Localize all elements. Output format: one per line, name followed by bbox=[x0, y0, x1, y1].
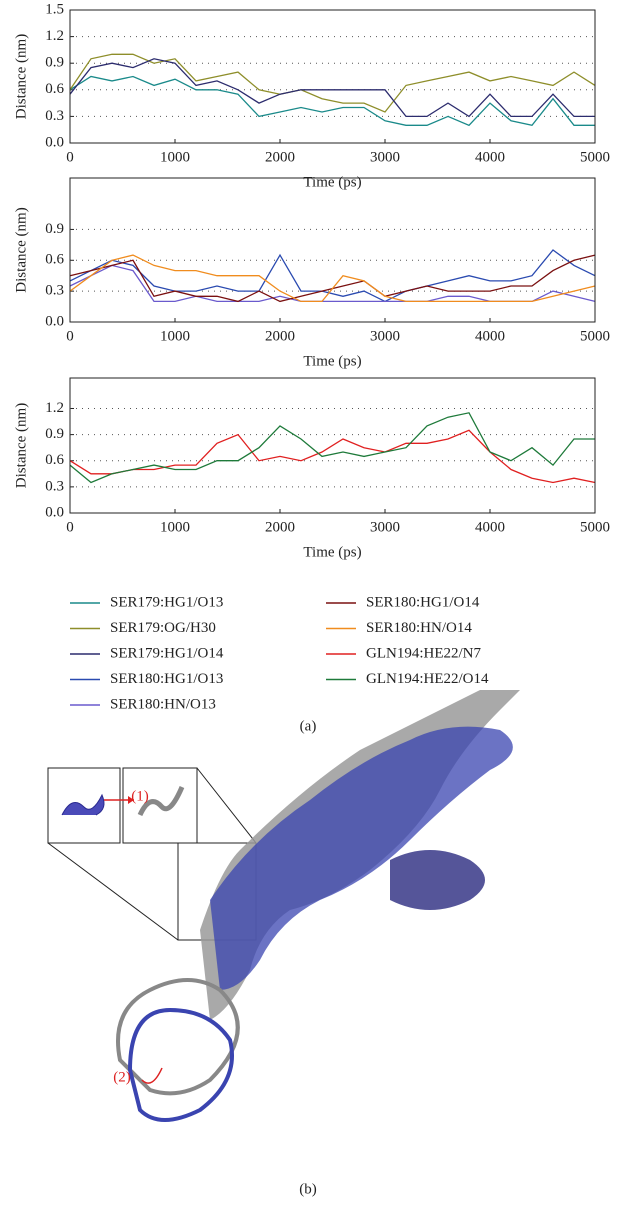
plot-frame bbox=[70, 178, 595, 322]
figure: (a) (b) (1) (2) 0.0 0.3 0.6 0.9 1.2 1.5 0 1000 2… bbox=[0, 0, 617, 1208]
legend-label: SER179:HG1/O14 bbox=[110, 645, 224, 661]
y-tick-label: 0.0 bbox=[45, 313, 64, 329]
y-tick-label: 0.0 bbox=[45, 504, 64, 520]
panel-label: (b) bbox=[299, 1181, 317, 1197]
x-tick-label: 0 bbox=[66, 149, 74, 165]
legend-label: SER180:HN/O14 bbox=[366, 620, 472, 636]
zoom-line bbox=[197, 768, 256, 843]
plot-frame bbox=[70, 10, 595, 143]
legend-label: SER179:HG1/O13 bbox=[110, 594, 223, 610]
inset-box bbox=[48, 768, 120, 843]
zoom-line bbox=[48, 843, 178, 940]
arrow bbox=[142, 1068, 162, 1083]
y-tick-label: 1.2 bbox=[45, 28, 64, 44]
y-axis-label: Distance (nm) bbox=[13, 34, 29, 119]
annotation: (1) bbox=[131, 788, 149, 804]
legend-label: GLN194:HE22/O14 bbox=[366, 671, 489, 687]
x-tick-label: 2000 bbox=[265, 149, 295, 165]
legend-label: SER180:HG1/O13 bbox=[110, 671, 223, 687]
y-tick-label: 0.9 bbox=[45, 55, 64, 71]
data-line bbox=[70, 265, 595, 301]
x-tick-label: 1000 bbox=[160, 519, 190, 535]
y-tick-label: 0.9 bbox=[45, 426, 64, 442]
x-tick-label: 1000 bbox=[160, 149, 190, 165]
data-line bbox=[70, 59, 595, 117]
protein-structure: (1) (2) bbox=[48, 690, 520, 1120]
y-tick-label: 0.6 bbox=[45, 452, 64, 468]
legend-label: SER179:OG/H30 bbox=[110, 620, 216, 636]
y-tick-label: 0.3 bbox=[45, 478, 64, 494]
y-axis-label: Distance (nm) bbox=[13, 403, 29, 488]
data-line bbox=[70, 430, 595, 482]
x-tick-label: 4000 bbox=[475, 328, 505, 344]
panel-label: (a) bbox=[300, 718, 317, 734]
helix-bundle bbox=[390, 850, 485, 910]
annotation: (2) bbox=[113, 1069, 131, 1085]
loop-blue bbox=[130, 1010, 232, 1120]
y-tick-label: 1.5 bbox=[45, 1, 64, 17]
y-tick-label: 0.9 bbox=[45, 221, 64, 237]
x-axis-label: Time (ps) bbox=[303, 544, 361, 560]
legend-label: GLN194:HE22/N7 bbox=[366, 645, 481, 661]
x-tick-label: 5000 bbox=[580, 519, 610, 535]
y-tick-label: 0.0 bbox=[45, 134, 64, 150]
x-axis-label: Time (ps) bbox=[303, 353, 361, 369]
y-tick-label: 0.3 bbox=[45, 283, 64, 299]
y-axis-label: Distance (nm) bbox=[13, 207, 29, 292]
y-tick-label: 0.6 bbox=[45, 81, 64, 97]
legend-label: SER180:HG1/O14 bbox=[366, 594, 480, 610]
x-tick-label: 3000 bbox=[370, 149, 400, 165]
x-tick-label: 3000 bbox=[370, 328, 400, 344]
x-tick-label: 0 bbox=[66, 519, 74, 535]
x-tick-label: 5000 bbox=[580, 149, 610, 165]
legend-label: SER180:HN/O13 bbox=[110, 696, 216, 712]
x-tick-label: 3000 bbox=[370, 519, 400, 535]
x-tick-label: 4000 bbox=[475, 149, 505, 165]
x-tick-label: 4000 bbox=[475, 519, 505, 535]
y-tick-label: 0.6 bbox=[45, 252, 64, 268]
y-tick-label: 0.3 bbox=[45, 108, 64, 124]
x-tick-label: 5000 bbox=[580, 328, 610, 344]
x-tick-label: 0 bbox=[66, 328, 74, 344]
x-tick-label: 2000 bbox=[265, 519, 295, 535]
x-tick-label: 2000 bbox=[265, 328, 295, 344]
y-tick-label: 1.2 bbox=[45, 400, 64, 416]
protein-blue bbox=[210, 727, 513, 990]
x-tick-label: 1000 bbox=[160, 328, 190, 344]
x-axis-label: Time (ps) bbox=[303, 174, 361, 190]
